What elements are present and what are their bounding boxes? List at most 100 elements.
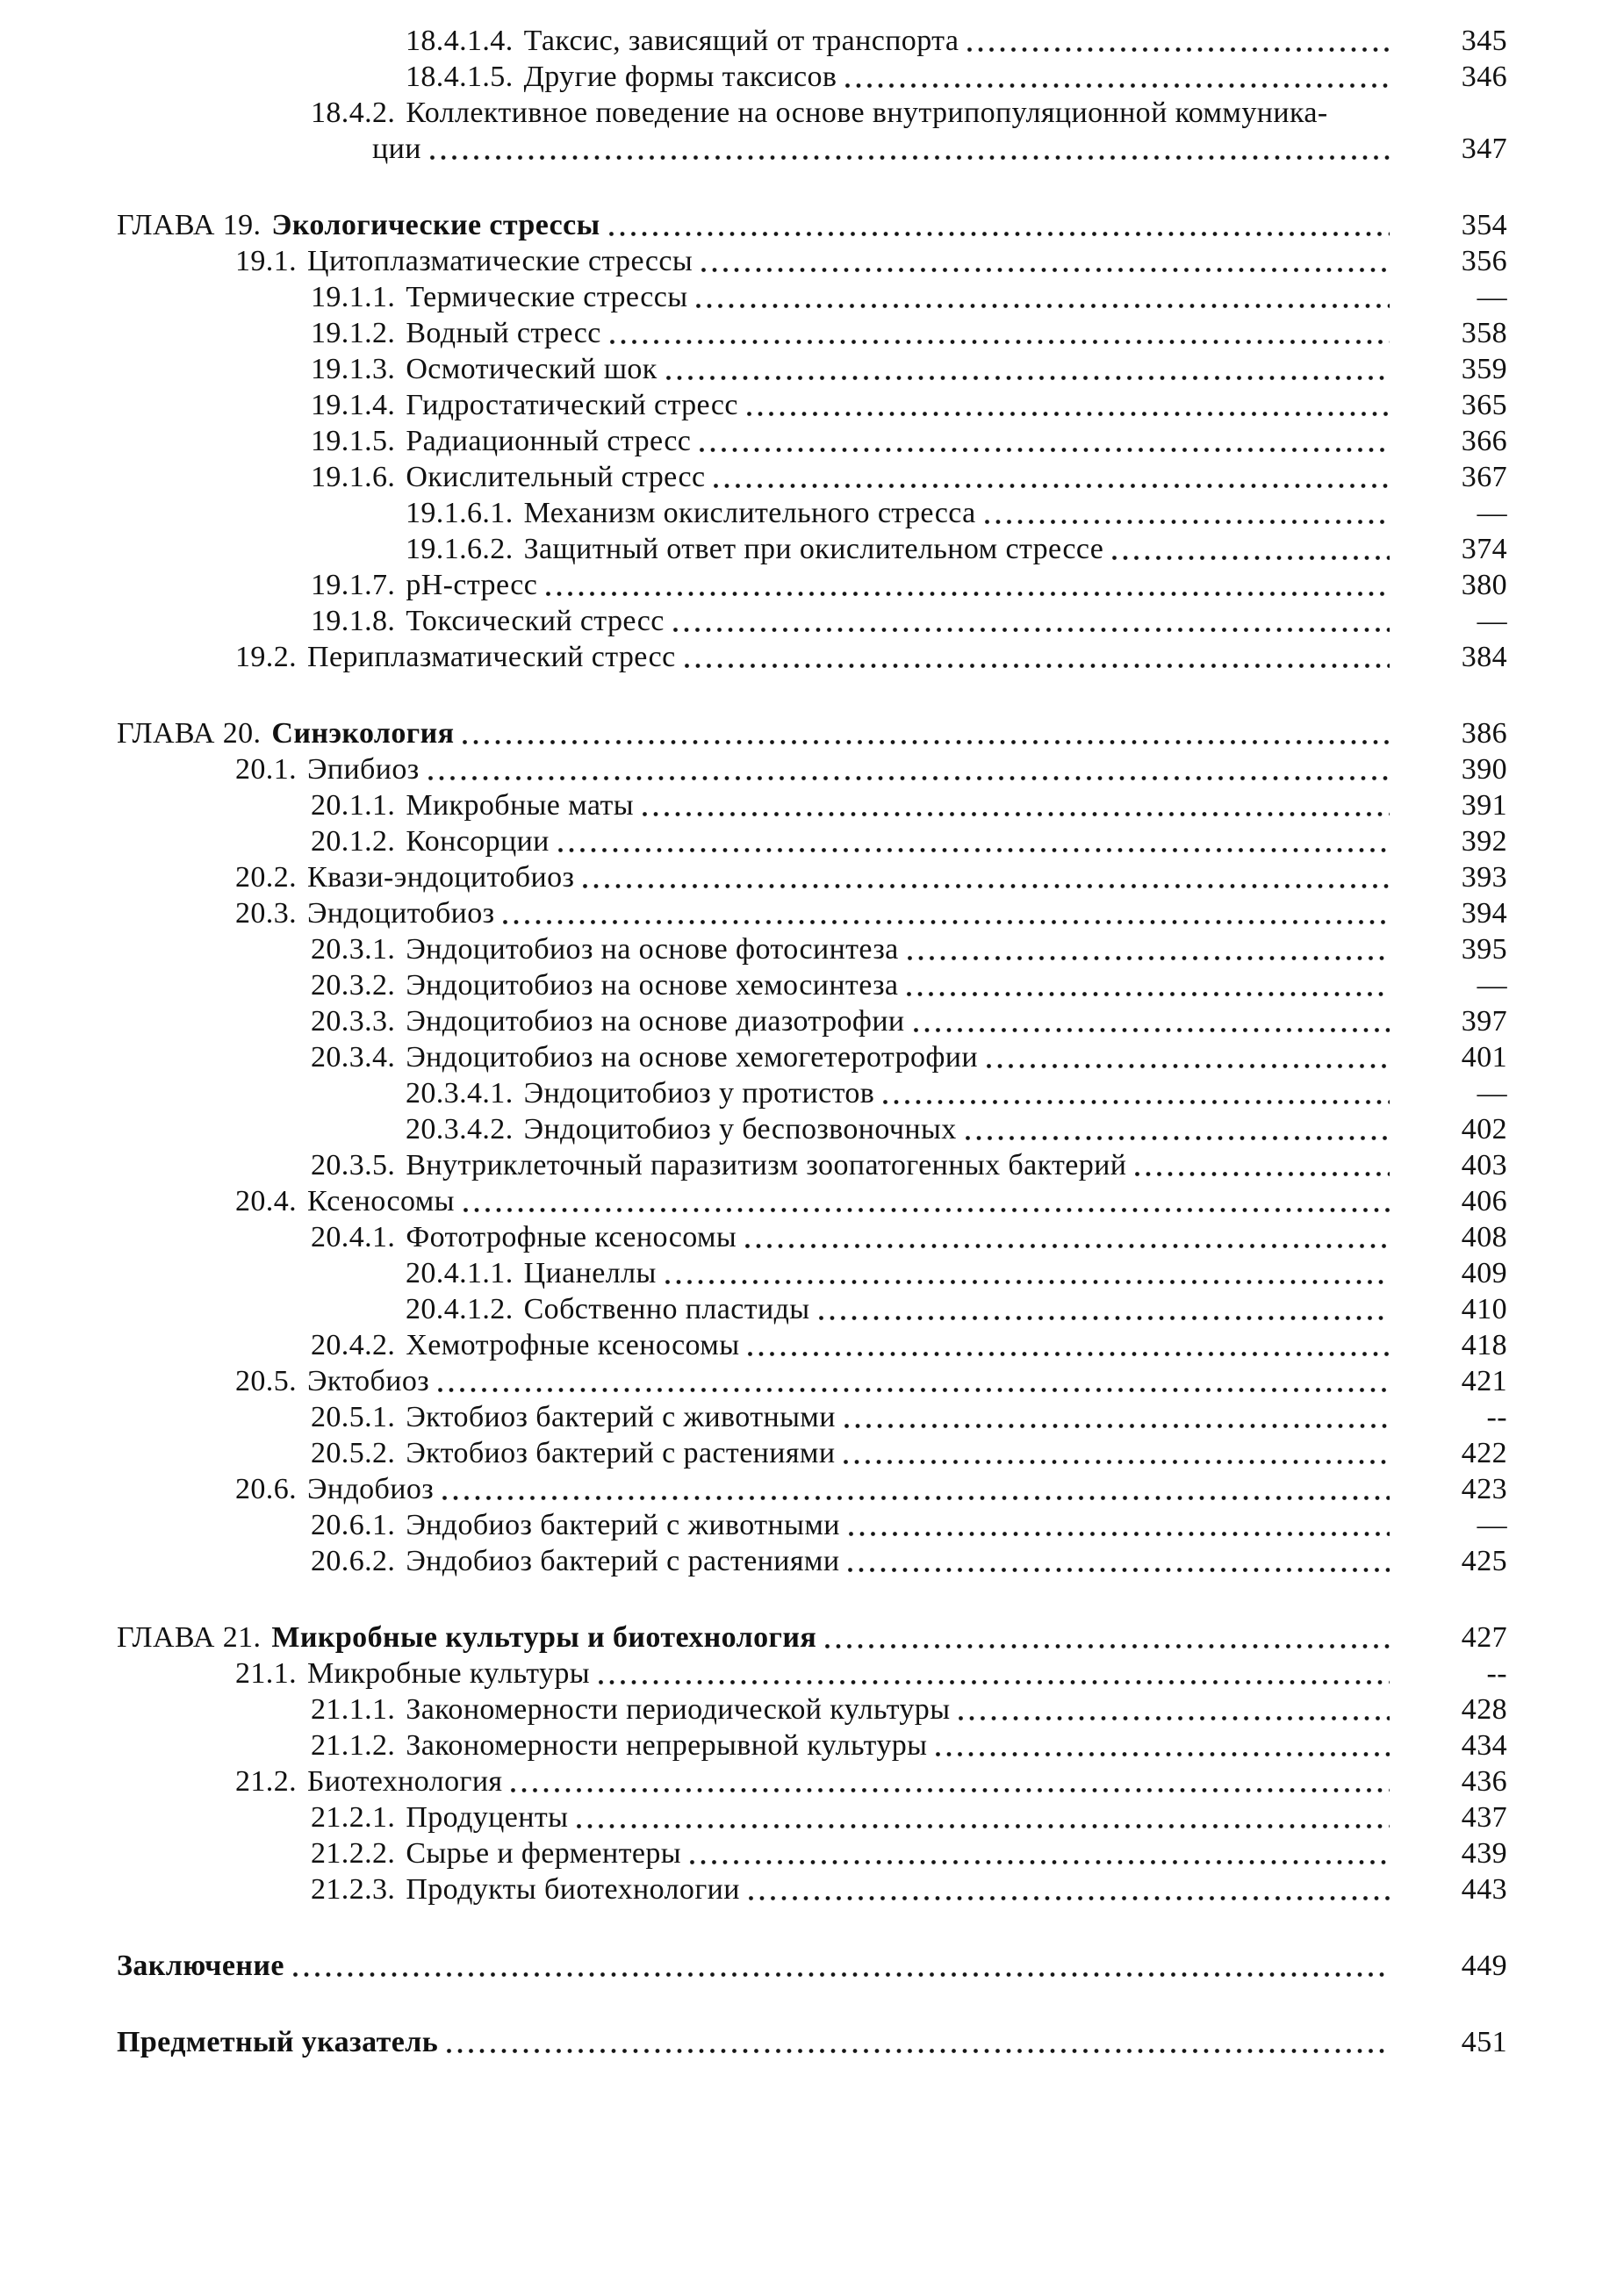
entry-number: 19.2. <box>235 641 297 673</box>
entry-number: 20.4.1.2. <box>406 1293 514 1325</box>
dot-leader <box>1337 119 1390 124</box>
entry-page-number: 425 <box>1461 1545 1507 1577</box>
dot-leader <box>463 740 1390 744</box>
entry-number: 19.1.8. <box>311 605 396 637</box>
entry-title: Эндобиоз бактерий с животными <box>406 1509 840 1541</box>
entry-number: 19.1.6.1. <box>406 497 514 529</box>
entry-number: 20.4.1. <box>311 1221 396 1253</box>
entry-title: Защитный ответ при окислительном стрессе <box>523 533 1104 565</box>
dot-leader <box>1112 556 1390 560</box>
dot-leader <box>503 920 1390 924</box>
entry-title: Эндобиоз бактерий с растениями <box>406 1545 840 1577</box>
entry-title: Продукты биотехнологии <box>406 1873 740 1906</box>
entry-title: Микробные культуры <box>307 1657 591 1690</box>
dot-leader <box>844 1424 1390 1428</box>
toc-entry: 21.2.2. Сырье и ферментеры 439 <box>117 1835 1507 1871</box>
entry-number: ГЛАВА 20. <box>117 717 262 750</box>
entry-page-number: 346 <box>1461 61 1507 93</box>
dot-leader <box>965 1136 1390 1140</box>
entry-title: Коллективное поведение на основе внутрип… <box>406 97 1328 129</box>
entry-number: 19.1.2. <box>311 317 396 349</box>
entry-number: 19.1. <box>235 245 297 277</box>
dot-leader <box>608 232 1390 236</box>
entry-title: Эндобиоз <box>307 1473 435 1505</box>
toc-entry: 19.1.6.2. Защитный ответ при окислительн… <box>117 531 1507 567</box>
entry-page-number: 358 <box>1461 317 1507 349</box>
entry-number: 19.1.6.2. <box>406 533 514 565</box>
dot-leader <box>696 304 1390 308</box>
entry-title: Токсический стресс <box>406 605 665 637</box>
toc-entry: ГЛАВА 19. Экологические стрессы 354 <box>117 207 1507 243</box>
dot-leader <box>690 1860 1390 1864</box>
entry-page-number: 434 <box>1461 1729 1507 1762</box>
entry-number: 19.1.3. <box>311 353 396 385</box>
entry-title: Заключение <box>117 1950 284 1982</box>
entry-title: Осмотический шок <box>406 353 658 385</box>
dot-leader <box>429 155 1390 160</box>
entry-title: Закономерности непрерывной культуры <box>406 1729 928 1762</box>
entry-page-number: 386 <box>1461 717 1507 750</box>
entry-page-number: — <box>1477 1077 1507 1110</box>
entry-title: Периплазматический стресс <box>307 641 676 673</box>
dot-leader <box>984 520 1390 524</box>
dot-leader <box>511 1788 1390 1792</box>
entry-number: 19.1.7. <box>311 569 396 601</box>
entry-title: Микробные культуры и биотехнология <box>271 1621 817 1654</box>
dot-leader <box>746 412 1390 416</box>
entry-number: 20.5.2. <box>311 1437 396 1469</box>
dot-leader <box>577 1824 1390 1828</box>
entry-page-number: 427 <box>1461 1621 1507 1654</box>
entry-page-number: 401 <box>1461 1041 1507 1074</box>
entry-title: Другие формы таксисов <box>523 61 837 93</box>
dot-leader <box>907 992 1390 996</box>
entry-number: 20.3.4.2. <box>406 1113 514 1146</box>
toc-entry: 19.1.8. Токсический стресс — <box>117 603 1507 639</box>
entry-number: 18.4.1.4. <box>406 25 514 57</box>
entry-page-number: 356 <box>1461 245 1507 277</box>
toc-entry: ГЛАВА 20. Синэкология 386 <box>117 715 1507 751</box>
dot-leader <box>684 664 1390 668</box>
toc-entry: 18.4.2. Коллективное поведение на основе… <box>117 95 1507 131</box>
entry-page-number: 408 <box>1461 1221 1507 1253</box>
dot-leader <box>701 268 1390 272</box>
entry-number: 20.3. <box>235 897 297 930</box>
entry-page-number: 392 <box>1461 825 1507 858</box>
entry-title: Эктобиоз бактерий с животными <box>406 1401 836 1433</box>
dot-leader <box>883 1100 1390 1104</box>
entry-page-number: 374 <box>1461 533 1507 565</box>
toc-entry: 20.5.1. Эктобиоз бактерий с животными -- <box>117 1399 1507 1435</box>
entry-number: 20.6.1. <box>311 1509 396 1541</box>
dot-leader <box>844 1460 1390 1464</box>
entry-number: 20.5. <box>235 1365 297 1397</box>
entry-title: Консорции <box>406 825 550 858</box>
dot-leader <box>748 1896 1390 1900</box>
entry-number: 20.1. <box>235 753 297 786</box>
entry-page-number: 380 <box>1461 569 1507 601</box>
toc-entry: 20.6.2. Эндобиоз бактерий с растениями 4… <box>117 1543 1507 1579</box>
dot-leader <box>748 1352 1390 1356</box>
entry-page-number: 354 <box>1461 209 1507 241</box>
entry-page-number: 428 <box>1461 1693 1507 1726</box>
toc-entry: 20.4.1.2. Собственно пластиды 410 <box>117 1291 1507 1327</box>
entry-page-number: 409 <box>1461 1257 1507 1289</box>
entry-title: Цитоплазматические стрессы <box>307 245 693 277</box>
toc-entry: 20.3. Эндоцитобиоз 394 <box>117 895 1507 931</box>
entry-number: ГЛАВА 21. <box>117 1621 262 1654</box>
entry-page-number: 403 <box>1461 1149 1507 1181</box>
entry-number: 20.3.4.1. <box>406 1077 514 1110</box>
toc-entry: 20.4.1.1. Цианеллы 409 <box>117 1255 1507 1291</box>
entry-number: 20.3.4. <box>311 1041 396 1074</box>
entry-title: Эндоцитобиоз на основе хемосинтеза <box>406 969 899 1002</box>
dot-leader <box>845 83 1390 88</box>
toc-entry: ГЛАВА 21. Микробные культуры и биотехнол… <box>117 1620 1507 1655</box>
entry-title: Эндоцитобиоз у протистов <box>523 1077 875 1110</box>
dot-leader <box>642 812 1390 816</box>
entry-number: 19.1.6. <box>311 461 396 493</box>
toc-entry: 20.6.1. Эндобиоз бактерий с животными — <box>117 1507 1507 1543</box>
entry-title: Гидростатический стресс <box>406 389 738 421</box>
dot-leader <box>447 2049 1390 2053</box>
entry-title: Предметный указатель <box>117 2026 439 2058</box>
dot-leader <box>848 1532 1390 1536</box>
entry-number: 21.1.1. <box>311 1693 396 1726</box>
